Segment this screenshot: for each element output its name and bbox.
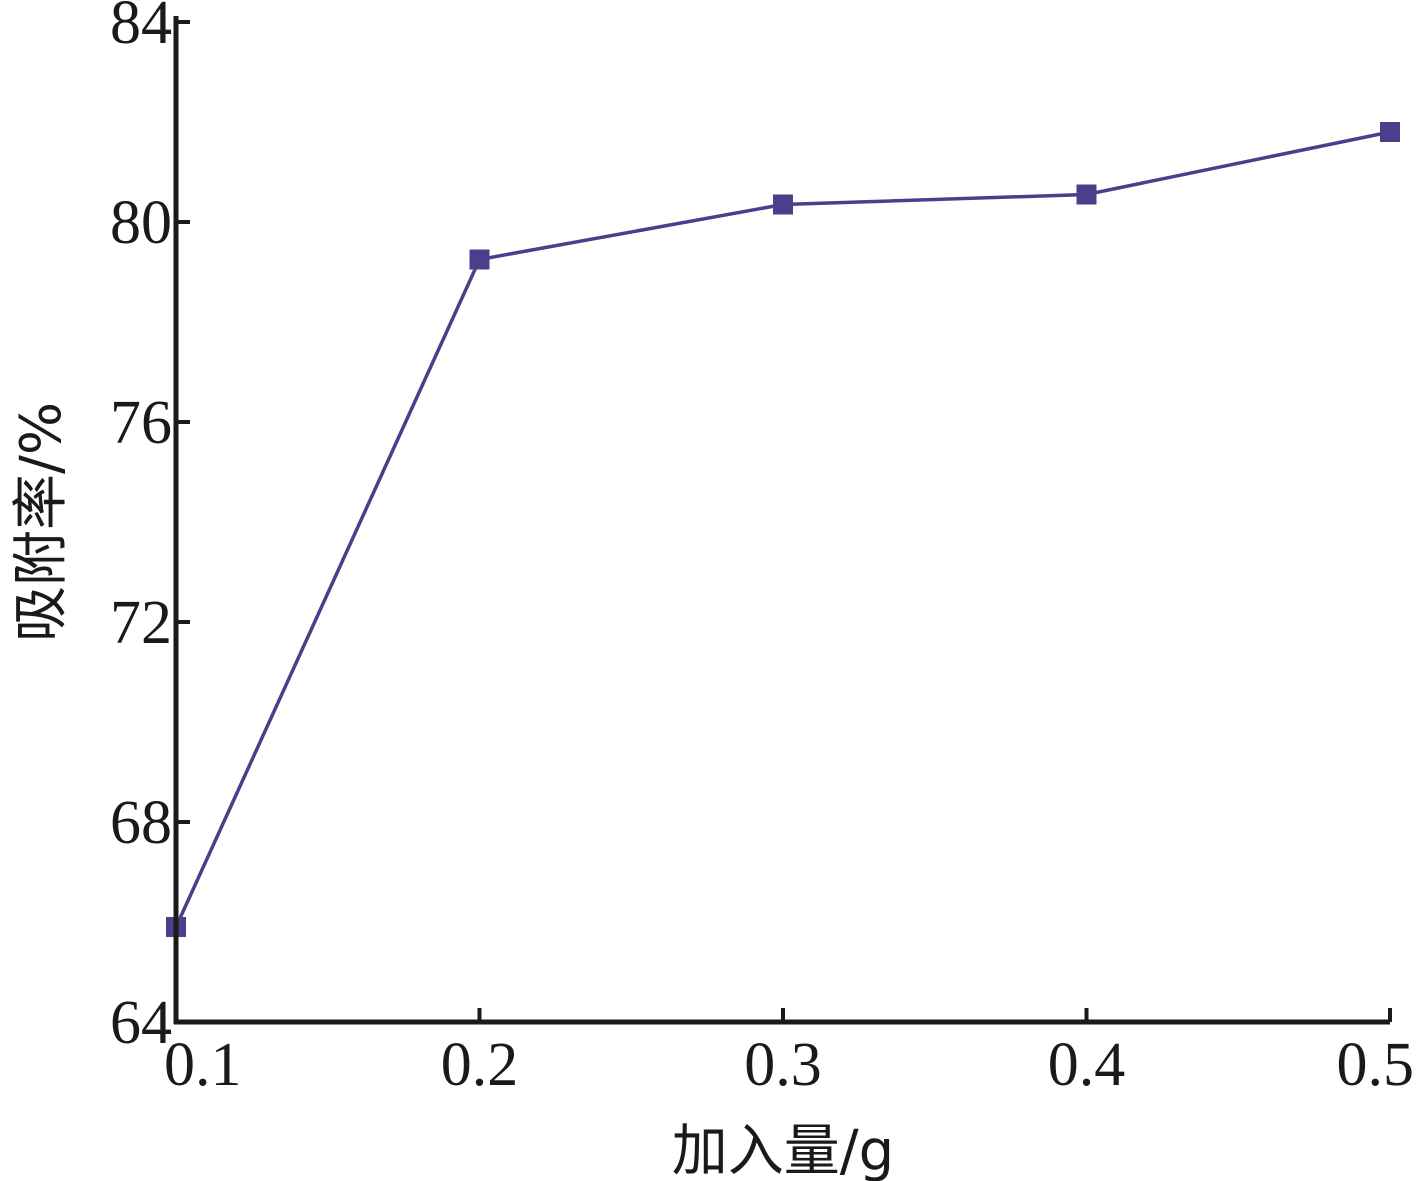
y-axis-tick-labels: 64 68 72 76 80 84 bbox=[110, 0, 172, 1057]
y-tick-label: 68 bbox=[110, 789, 172, 857]
y-axis-title: 吸附率/% bbox=[9, 402, 74, 642]
y-tick-label: 80 bbox=[110, 189, 172, 257]
x-tick-label: 0.1 bbox=[164, 1031, 242, 1099]
series-line bbox=[174, 130, 1391, 928]
y-tick-label: 76 bbox=[110, 389, 172, 457]
x-axis-title: 加入量/g bbox=[672, 1119, 894, 1181]
x-tick-label: 0.4 bbox=[1048, 1031, 1126, 1099]
y-tick-label: 64 bbox=[110, 989, 172, 1057]
y-tick-label: 84 bbox=[110, 0, 172, 57]
data-point-marker bbox=[1076, 184, 1097, 205]
x-tick-label: 0.2 bbox=[441, 1031, 519, 1099]
data-point-marker bbox=[773, 194, 793, 215]
x-tick-label: 0.3 bbox=[744, 1031, 822, 1099]
data-point-marker bbox=[469, 249, 490, 270]
data-markers bbox=[166, 122, 1400, 937]
x-tick-label: 0.5 bbox=[1337, 1031, 1415, 1099]
y-tick-label: 72 bbox=[110, 589, 172, 657]
x-axis-tick-labels: 0.1 0.2 0.3 0.4 0.5 bbox=[164, 1031, 1414, 1099]
data-point-marker bbox=[1380, 122, 1400, 142]
